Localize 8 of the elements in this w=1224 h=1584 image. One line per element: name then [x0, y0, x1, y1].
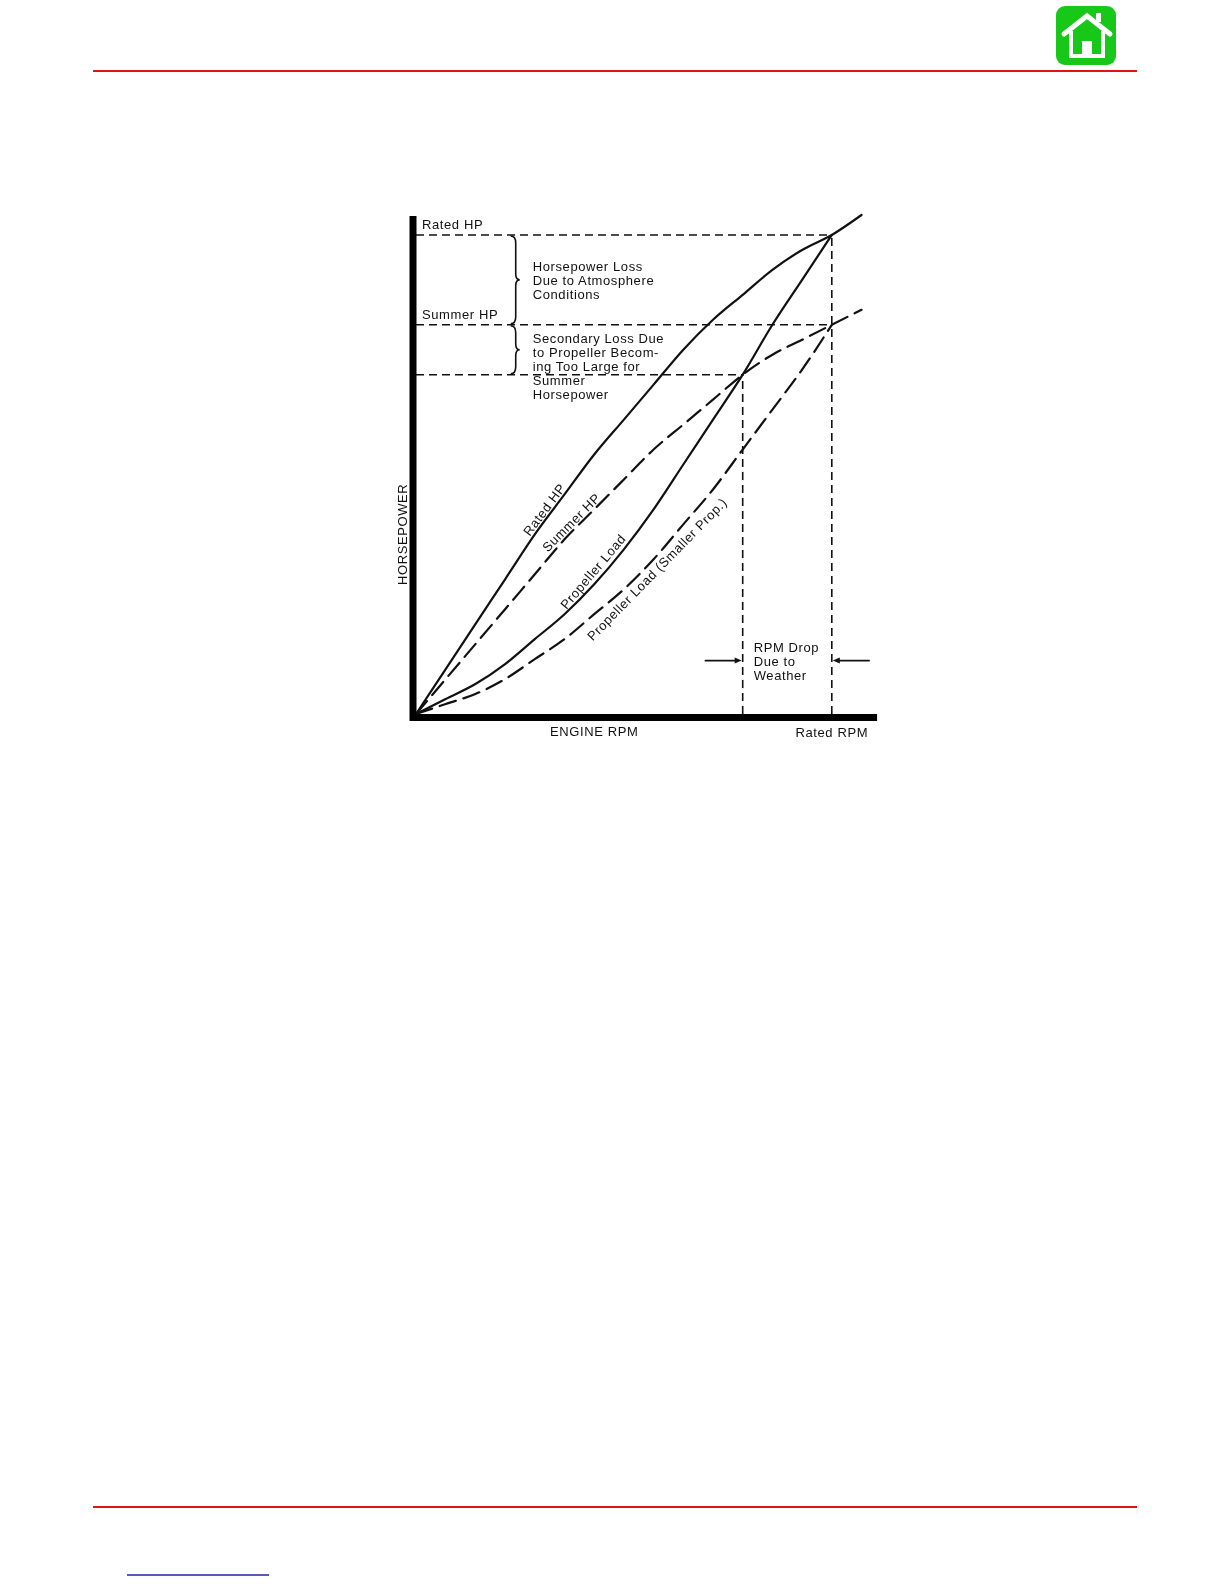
x-axis-title: ENGINE RPM	[550, 724, 639, 739]
ref-line-label: Summer HP	[422, 306, 499, 322]
ref-line-label: Rated HP	[422, 216, 484, 232]
annotation: Horsepower Loss Due to Atmosphere Conditions	[532, 258, 655, 302]
annotation: Secondary Loss Due to Propeller Becom- ing Too Large for Summer Horsepower	[532, 330, 665, 402]
y-axis-title: HORSEPOWER	[394, 483, 410, 586]
annotation: RPM Drop Due to Weather	[753, 639, 820, 683]
text: Rated RPM	[795, 724, 869, 740]
